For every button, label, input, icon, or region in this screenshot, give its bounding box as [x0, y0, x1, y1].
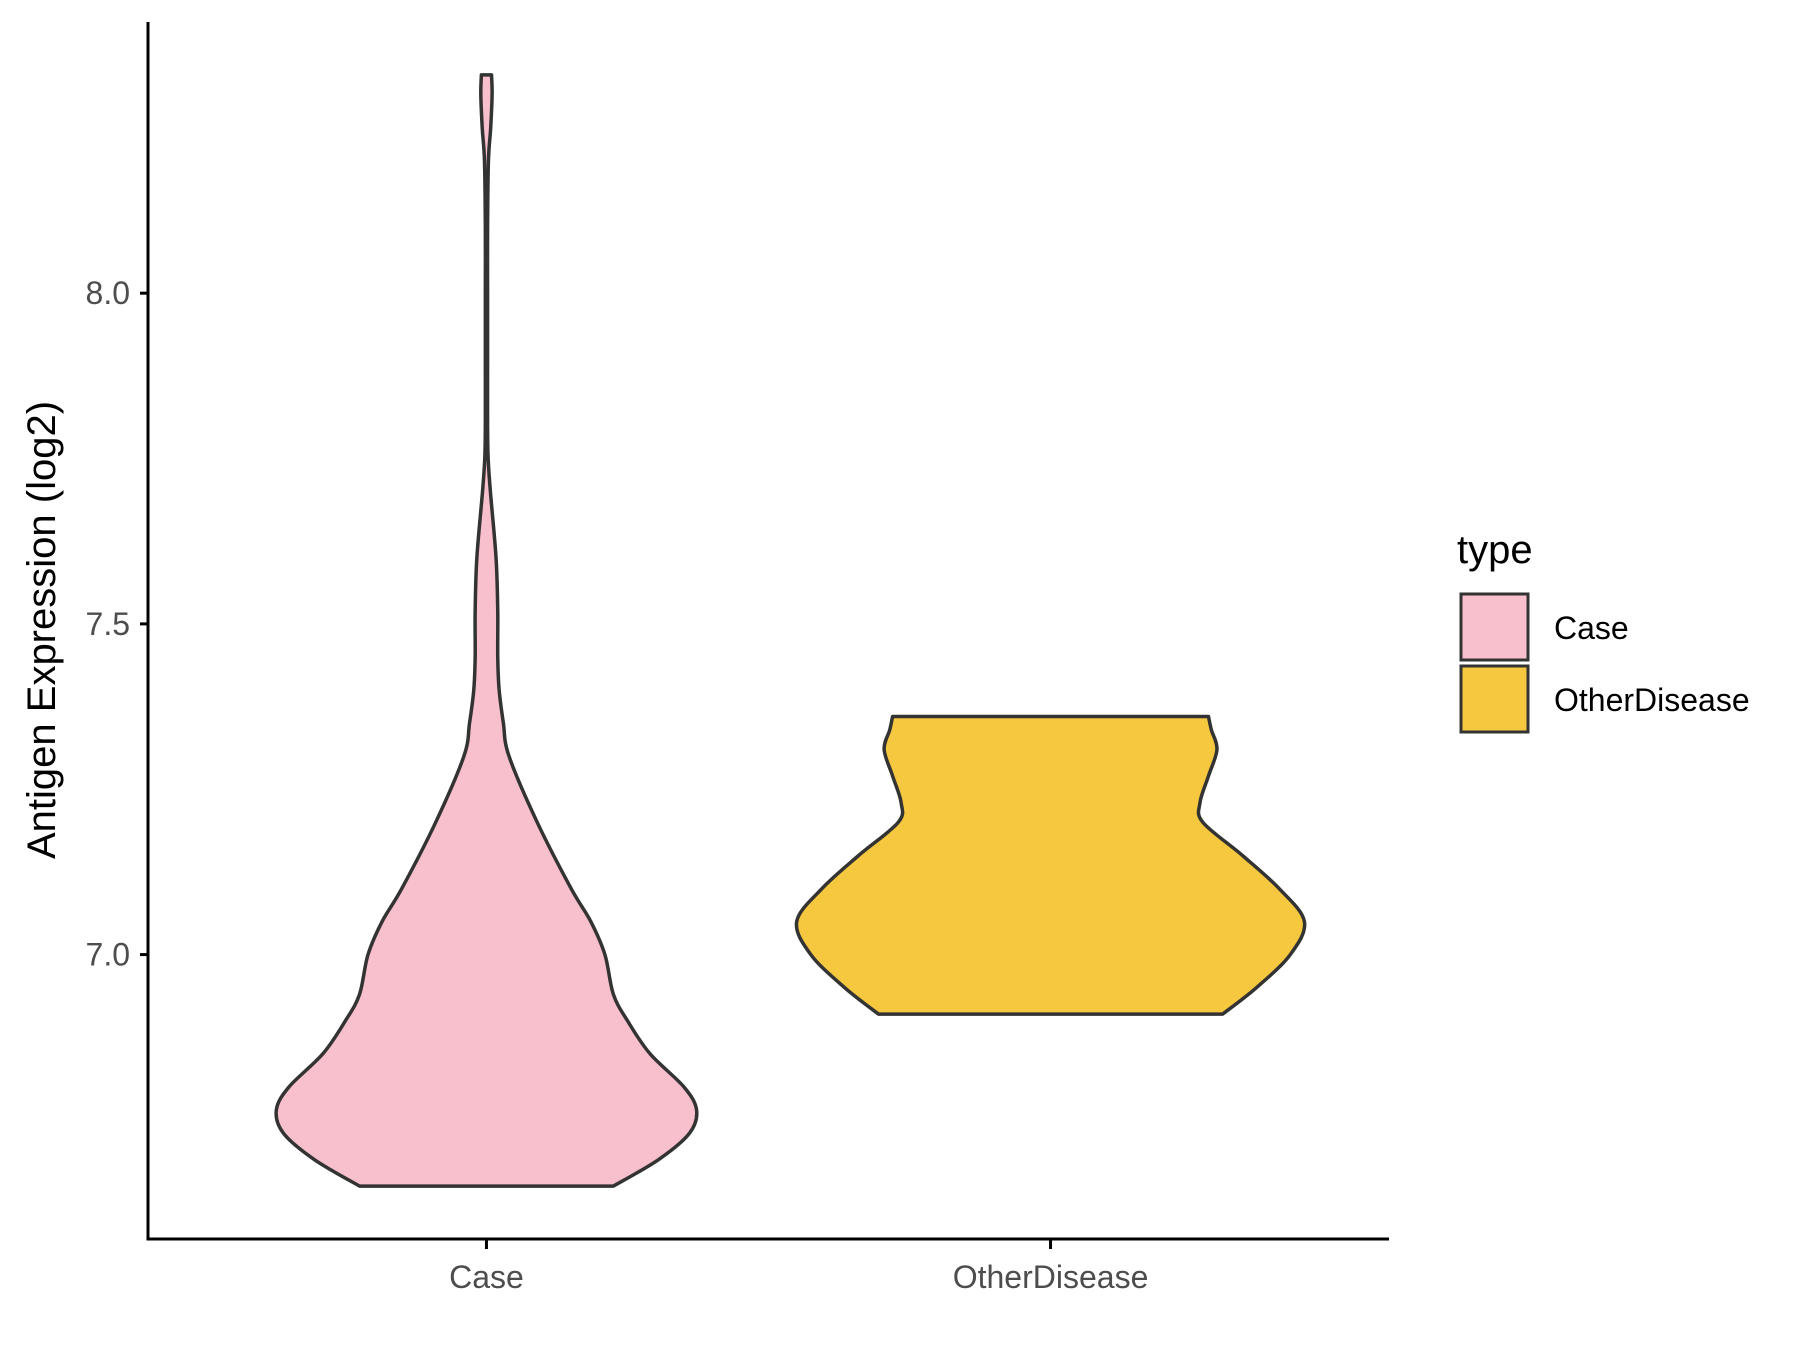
y-axis-title: Antigen Expression (log2): [20, 401, 64, 859]
legend-label: Case: [1554, 610, 1629, 646]
legend-label: OtherDisease: [1554, 682, 1750, 718]
x-tick-label: Case: [449, 1259, 524, 1295]
legend-key-case: [1459, 592, 1530, 662]
plot-area: [274, 73, 1307, 1188]
y-tick-label: 8.0: [86, 275, 130, 311]
legend-title: type: [1457, 528, 1533, 572]
legend-key-otherdisease: [1459, 664, 1530, 734]
y-tick-label: 7.5: [86, 606, 130, 642]
x-tick-label: OtherDisease: [953, 1259, 1149, 1295]
legend: type Case OtherDisease: [1457, 528, 1750, 734]
axes: 7.0 7.5 8.0 Case OtherDisease: [86, 22, 1389, 1295]
y-tick-label: 7.0: [86, 937, 130, 973]
violin-otherdisease: [794, 714, 1307, 1016]
violin-case: [274, 73, 699, 1188]
